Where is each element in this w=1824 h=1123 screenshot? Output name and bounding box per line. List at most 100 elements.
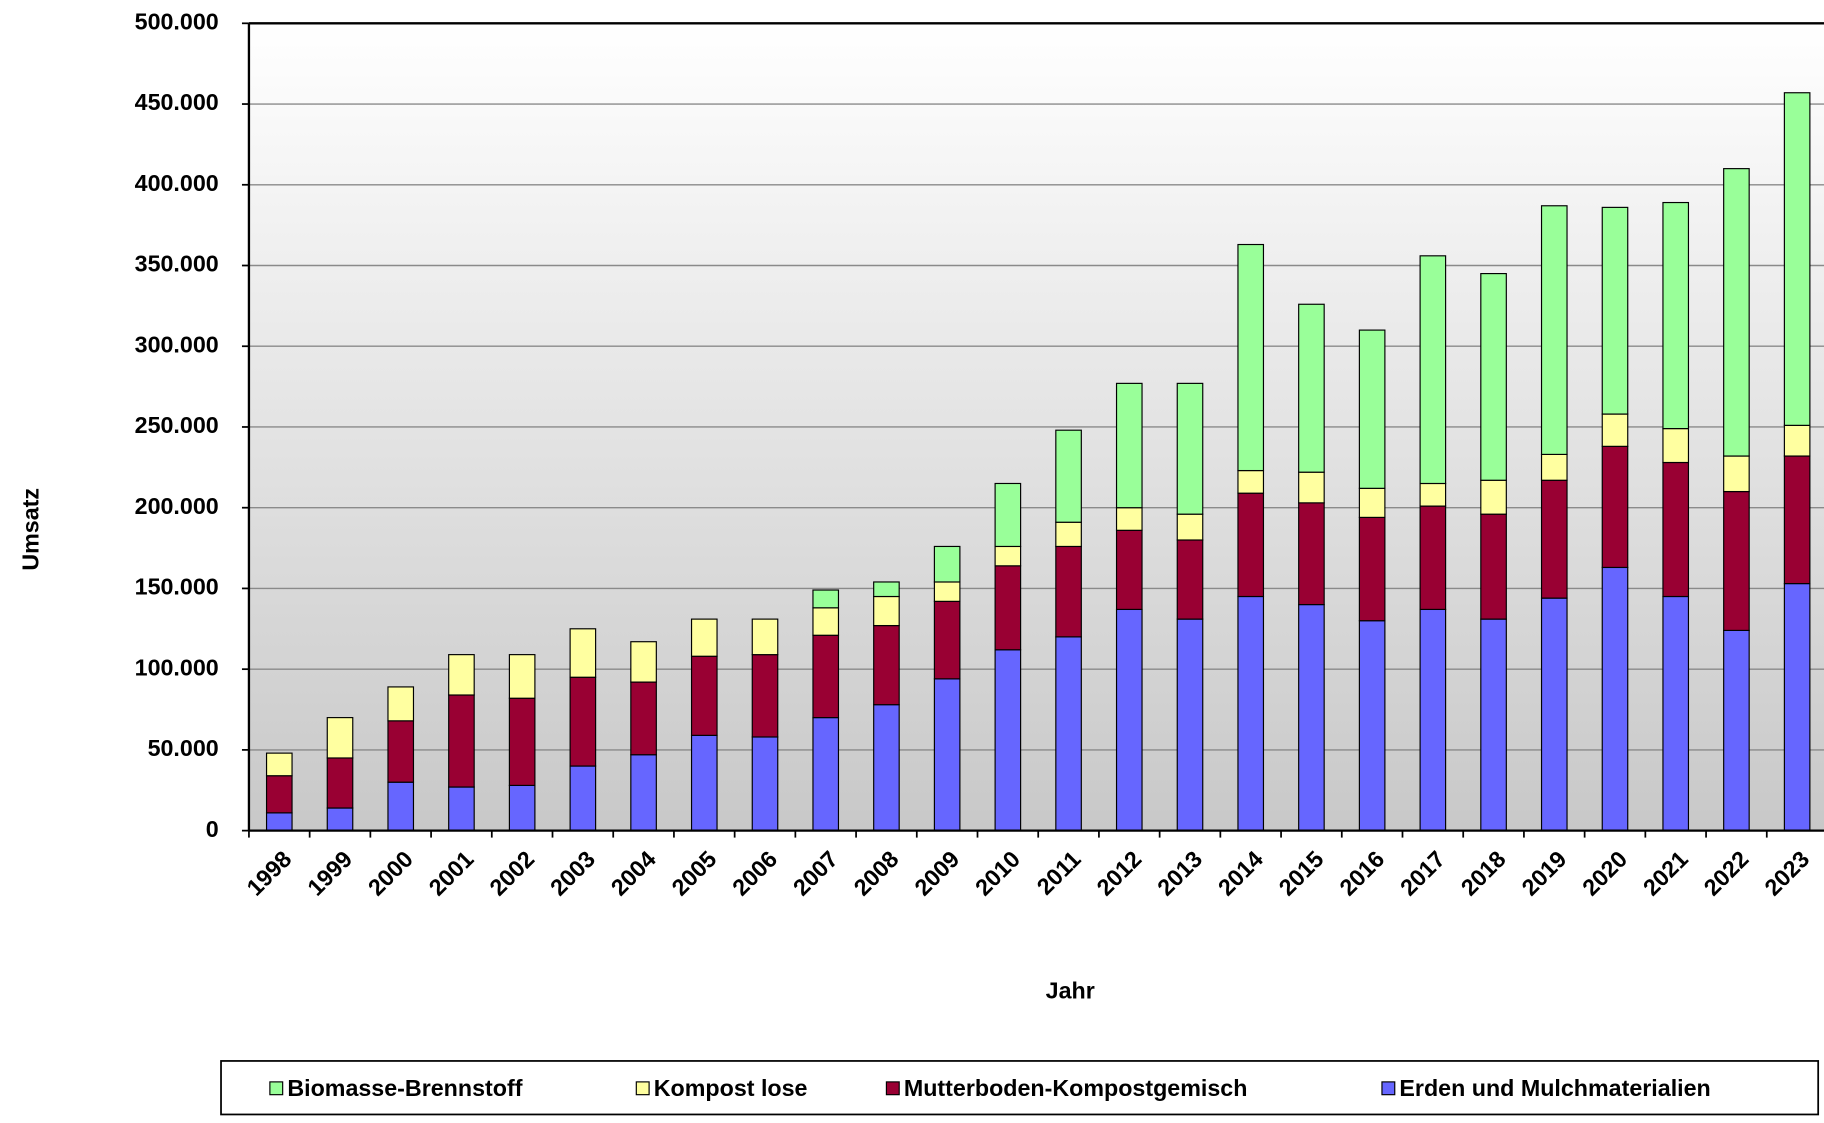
bar-segment <box>448 654 475 696</box>
bar-segment <box>751 654 779 738</box>
bar-segment <box>1540 205 1568 455</box>
bar-segment <box>1237 243 1265 472</box>
bar-segment <box>1237 595 1265 832</box>
bar-segment <box>1480 618 1507 832</box>
bar-segment <box>1601 445 1629 569</box>
bar-segment <box>1783 92 1811 426</box>
bar-segment <box>1358 516 1386 622</box>
bar-segment <box>1055 636 1082 832</box>
bar-segment <box>265 752 293 777</box>
x-axis-label: Jahr <box>1046 977 1095 1003</box>
x-tick-label: 2014 <box>1213 846 1268 901</box>
x-tick-label: 2002 <box>484 846 539 901</box>
y-axis-label: Umsatz <box>18 488 44 571</box>
bar-segment <box>630 681 657 756</box>
bar-segment <box>387 686 415 722</box>
bar-segment <box>630 641 657 683</box>
x-tick-label: 2013 <box>1152 846 1207 901</box>
bar-segment <box>751 736 779 832</box>
bar-segment <box>812 607 840 636</box>
y-tick-label: 50.000 <box>148 735 219 761</box>
bar-segment <box>1480 479 1507 515</box>
bar-segment <box>1601 206 1629 415</box>
x-tick-label: 2010 <box>970 846 1025 901</box>
bar-segment <box>1480 513 1507 620</box>
bar-segment <box>751 618 779 656</box>
bar-segment <box>1115 608 1143 832</box>
x-tick-label: 2023 <box>1759 846 1814 901</box>
bar-segment <box>1115 382 1143 509</box>
bar-segment <box>1540 479 1568 599</box>
legend-label: Kompost lose <box>654 1075 808 1101</box>
y-tick-label: 500.000 <box>135 8 219 34</box>
x-tick-label: 2001 <box>424 846 479 901</box>
bar-segment <box>1662 595 1690 832</box>
x-tick-label: 2016 <box>1334 846 1389 901</box>
bar-segment <box>1783 455 1811 585</box>
x-tick-label: 2006 <box>727 846 782 901</box>
x-tick-label: 1998 <box>242 846 297 901</box>
bar-segment <box>1419 255 1447 485</box>
bar-segment <box>387 781 415 832</box>
bar-segment <box>1419 608 1447 832</box>
bar-segment <box>448 786 475 832</box>
bar-segment <box>1358 487 1386 518</box>
legend-swatch <box>885 1081 900 1096</box>
bar-segment <box>326 717 354 759</box>
legend-label: Biomasse-Brennstoff <box>287 1075 522 1101</box>
legend <box>220 1060 1820 1116</box>
x-tick-label: 2011 <box>1032 846 1086 900</box>
bar-segment <box>1055 429 1082 523</box>
bar-segment <box>1540 597 1568 832</box>
x-tick-label: 2008 <box>849 846 904 901</box>
bar-segment <box>873 595 900 627</box>
bar-segment <box>1358 620 1386 832</box>
bar-segment <box>1601 566 1629 832</box>
x-tick-label: 2012 <box>1092 846 1147 901</box>
y-tick-label: 300.000 <box>135 331 219 357</box>
bar-segment <box>1176 618 1204 832</box>
y-tick-label: 0 <box>206 816 219 842</box>
bar-segment <box>1237 469 1265 494</box>
x-tick-label: 2022 <box>1699 846 1754 901</box>
bar-segment <box>1723 455 1750 493</box>
x-tick-label: 2019 <box>1516 846 1571 901</box>
bar-segment <box>1115 529 1143 611</box>
bar-segment <box>1480 272 1507 481</box>
legend-label: Erden und Mulchmaterialien <box>1399 1075 1710 1101</box>
bar-segment <box>1723 490 1750 631</box>
x-tick-label: 1999 <box>302 846 357 901</box>
bar-segment <box>994 482 1022 548</box>
y-tick-label: 200.000 <box>135 493 219 519</box>
bar-segment <box>448 694 475 788</box>
bar-segment <box>1783 583 1811 832</box>
bar-segment <box>630 754 657 832</box>
bar-segment <box>690 734 718 832</box>
bar-segment <box>387 720 415 783</box>
x-tick-label: 2018 <box>1456 846 1511 901</box>
bar-segment <box>994 649 1022 832</box>
bar-segment <box>812 717 840 832</box>
bar-segment <box>994 565 1022 651</box>
legend-swatch <box>635 1081 650 1096</box>
bar-segment <box>265 812 293 832</box>
bar-segment <box>569 628 597 678</box>
x-tick-label: 2004 <box>606 846 661 901</box>
bar-segment <box>873 581 900 598</box>
legend-label: Mutterboden-Kompostgemisch <box>904 1075 1248 1101</box>
bar-segment <box>1115 507 1143 531</box>
y-tick-label: 450.000 <box>135 89 219 115</box>
bar-segment <box>994 545 1022 567</box>
bar-segment <box>1662 201 1690 430</box>
bar-segment <box>812 634 840 719</box>
bar-segment <box>1419 482 1447 507</box>
x-tick-label: 2000 <box>363 846 418 901</box>
bar-segment <box>1723 629 1750 832</box>
bar-segment <box>1055 521 1082 548</box>
y-tick-label: 150.000 <box>135 574 219 600</box>
x-tick-label: 2021 <box>1638 846 1693 901</box>
bar-segment <box>1662 461 1690 598</box>
y-tick-label: 400.000 <box>135 170 219 196</box>
bar-segment <box>508 654 536 699</box>
